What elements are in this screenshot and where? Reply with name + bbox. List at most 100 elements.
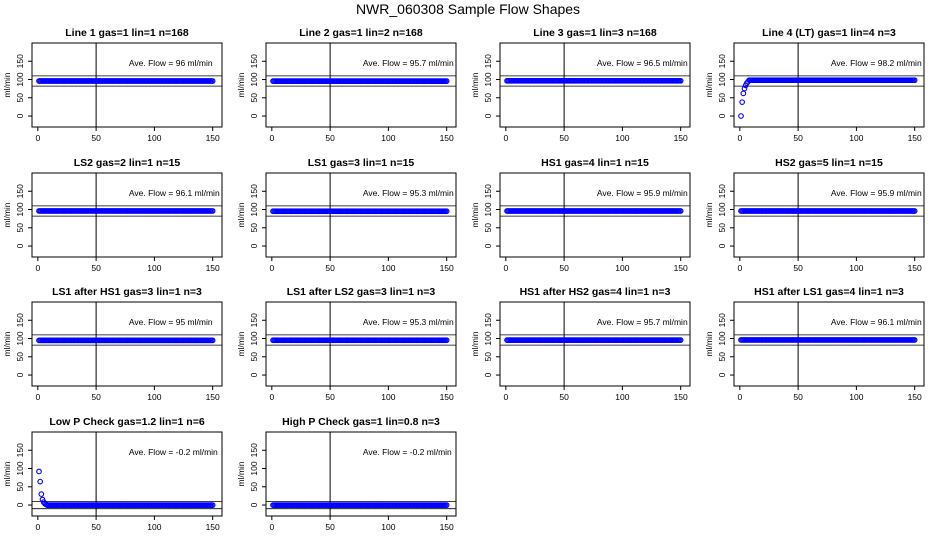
- y-tick-label: 150: [483, 313, 493, 327]
- x-tick-label: 50: [559, 263, 569, 273]
- x-tick-label: 50: [91, 522, 101, 532]
- chart-panel-8: HS2 gas=5 lin=1 n=15 ml/min 0 50 100 150 0 50 10…: [704, 157, 925, 273]
- x-tick-label: 100: [615, 392, 629, 402]
- x-tick-label: 50: [559, 392, 569, 402]
- y-axis-label: ml/min: [704, 331, 714, 356]
- x-tick-label: 0: [269, 263, 274, 273]
- y-tick-label: 0: [483, 113, 493, 118]
- data-point: [740, 90, 747, 97]
- average-flow-annotation: Ave. Flow = 96 ml/min: [129, 58, 213, 68]
- x-tick-label: 150: [674, 263, 688, 273]
- x-tick-label: 100: [147, 133, 161, 143]
- x-tick-label: 100: [849, 392, 863, 402]
- y-tick-label: 0: [15, 113, 25, 118]
- data-point: [443, 337, 450, 344]
- x-tick-label: 50: [793, 263, 803, 273]
- plot-frame: [31, 301, 223, 387]
- chart-panel-3: Line 3 gas=1 lin=3 n=168 ml/min 0 50 100 150 0…: [470, 27, 691, 143]
- chart-title: LS1 after HS1 gas=3 lin=1 n=3: [52, 286, 202, 298]
- average-flow-annotation: Ave. Flow = -0.2 ml/min: [363, 447, 452, 457]
- y-tick-label: 150: [717, 313, 727, 327]
- y-tick-label: 50: [483, 352, 493, 362]
- x-tick-label: 150: [908, 133, 922, 143]
- plot-frame: [499, 42, 691, 128]
- y-tick-label: 100: [249, 202, 259, 216]
- x-tick-label: 50: [325, 133, 335, 143]
- y-tick-label: 0: [249, 372, 259, 377]
- y-tick-label: 0: [717, 113, 727, 118]
- x-tick-label: 100: [381, 392, 395, 402]
- y-tick-label: 50: [15, 223, 25, 233]
- chart-panel-5: LS2 gas=2 lin=1 n=15 ml/min 0 50 100 150 0 50 10…: [2, 157, 223, 273]
- data-point: [677, 208, 684, 214]
- plot-frame: [499, 301, 691, 387]
- plot-frame: [265, 172, 457, 258]
- plot-frame: [733, 172, 925, 258]
- y-tick-label: 50: [15, 93, 25, 103]
- x-tick-label: 0: [269, 392, 274, 402]
- x-tick-label: 100: [147, 392, 161, 402]
- y-tick-label: 150: [717, 184, 727, 198]
- x-tick-label: 150: [674, 392, 688, 402]
- x-tick-label: 150: [440, 522, 454, 532]
- average-flow-annotation: Ave. Flow = 96.1 ml/min: [831, 317, 922, 327]
- y-tick-label: 100: [483, 202, 493, 216]
- average-flow-annotation: Ave. Flow = 95.9 ml/min: [597, 188, 688, 198]
- y-tick-label: 50: [249, 93, 259, 103]
- y-tick-label: 50: [483, 223, 493, 233]
- y-tick-label: 0: [483, 243, 493, 248]
- x-tick-label: 0: [737, 133, 742, 143]
- y-tick-label: 150: [15, 443, 25, 457]
- y-tick-label: 100: [483, 72, 493, 86]
- y-tick-label: 150: [249, 443, 259, 457]
- y-tick-label: 50: [249, 223, 259, 233]
- plot-frame: [733, 301, 925, 387]
- x-tick-label: 0: [35, 522, 40, 532]
- y-tick-label: 0: [717, 243, 727, 248]
- x-tick-label: 100: [615, 263, 629, 273]
- y-tick-label: 100: [717, 72, 727, 86]
- x-tick-label: 50: [91, 263, 101, 273]
- data-point: [443, 78, 450, 84]
- average-flow-annotation: Ave. Flow = 95.3 ml/min: [363, 317, 454, 327]
- data-point: [209, 78, 216, 84]
- plot-frame: [733, 42, 925, 128]
- y-tick-label: 0: [483, 372, 493, 377]
- x-tick-label: 0: [35, 392, 40, 402]
- x-tick-label: 0: [269, 522, 274, 532]
- chart-title: LS2 gas=2 lin=1 n=15: [74, 157, 181, 169]
- data-point: [738, 113, 744, 119]
- chart-panel-11: HS1 after HS2 gas=4 lin=1 n=3 ml/min 0 50 10…: [470, 286, 691, 402]
- chart-title: HS1 after HS2 gas=4 lin=1 n=3: [520, 286, 671, 298]
- y-tick-label: 50: [249, 352, 259, 362]
- average-flow-annotation: Ave. Flow = 98.2 ml/min: [831, 58, 922, 68]
- y-axis-label: ml/min: [2, 72, 12, 97]
- y-tick-label: 100: [717, 202, 727, 216]
- x-tick-label: 150: [908, 263, 922, 273]
- y-axis-label: ml/min: [236, 461, 246, 486]
- y-axis-label: ml/min: [470, 72, 480, 97]
- data-point: [443, 208, 450, 215]
- y-tick-label: 100: [15, 72, 25, 86]
- x-tick-label: 50: [325, 522, 335, 532]
- x-tick-label: 50: [793, 392, 803, 402]
- y-axis-label: ml/min: [470, 202, 480, 227]
- plot-frame: [265, 42, 457, 128]
- y-tick-label: 150: [483, 184, 493, 198]
- y-tick-label: 0: [249, 502, 259, 507]
- x-tick-label: 50: [793, 133, 803, 143]
- chart-panel-1: Line 1 gas=1 lin=1 n=168 ml/min 0 50 100 150 0…: [2, 27, 223, 143]
- y-tick-label: 100: [483, 331, 493, 345]
- y-tick-label: 50: [717, 223, 727, 233]
- chart-title: Line 2 gas=1 lin=2 n=168: [299, 27, 423, 39]
- plot-frame: [499, 172, 691, 258]
- y-axis-label: ml/min: [2, 331, 12, 356]
- y-tick-label: 0: [249, 243, 259, 248]
- chart-title: HS1 after LS1 gas=4 lin=1 n=3: [754, 286, 904, 298]
- y-tick-label: 150: [15, 54, 25, 68]
- y-tick-label: 100: [717, 331, 727, 345]
- y-tick-label: 150: [249, 54, 259, 68]
- y-tick-label: 100: [249, 461, 259, 475]
